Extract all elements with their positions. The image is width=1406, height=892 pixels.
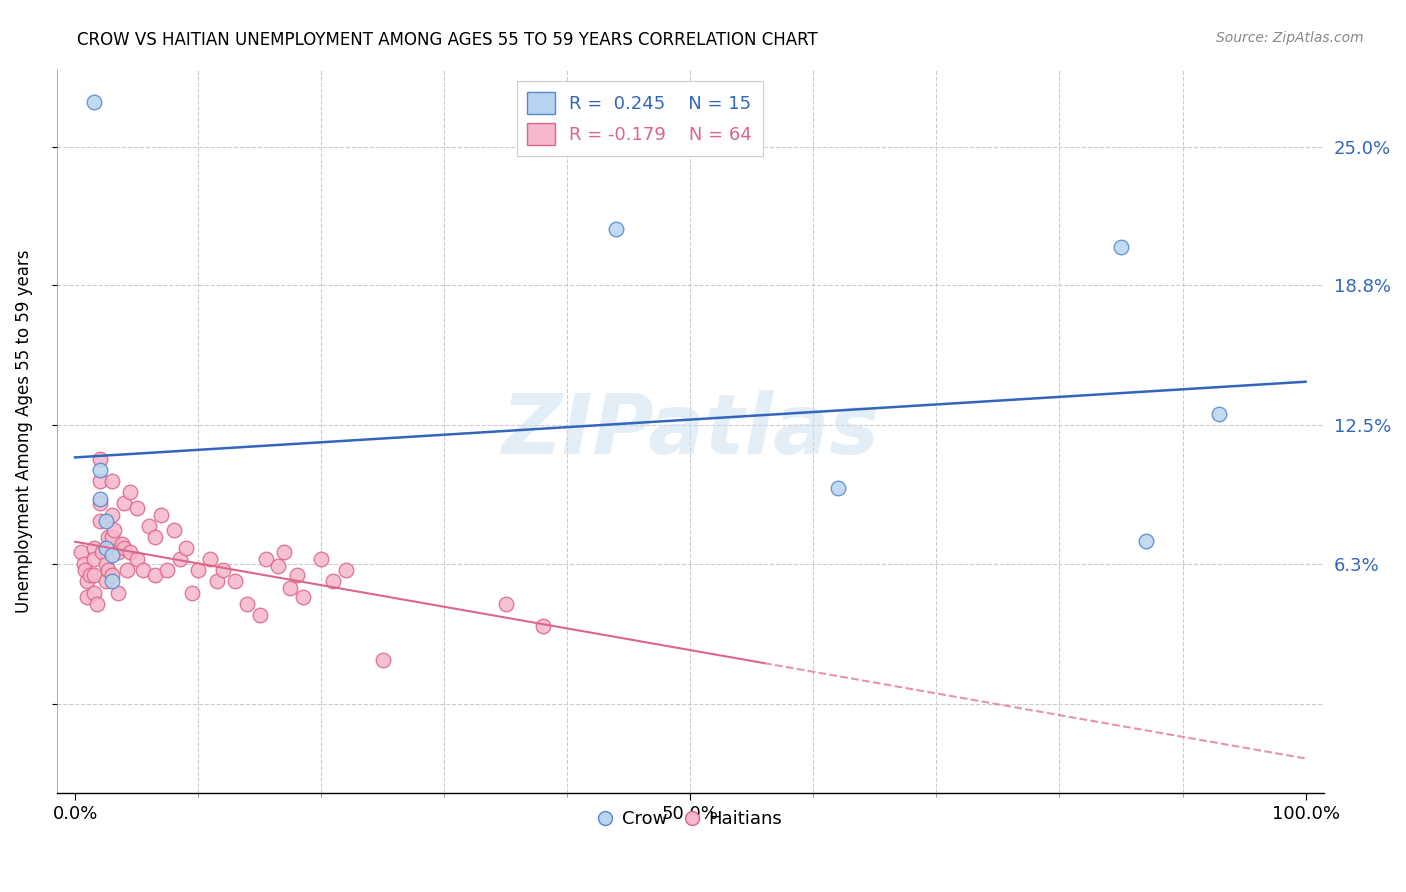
Point <box>94 557 117 571</box>
Point <box>280 581 302 595</box>
Point <box>285 567 308 582</box>
Point <box>267 558 290 573</box>
Point <box>187 563 209 577</box>
Point <box>86 597 108 611</box>
Y-axis label: Unemployment Among Ages 55 to 59 years: Unemployment Among Ages 55 to 59 years <box>15 249 32 613</box>
Point <box>83 567 105 582</box>
Point <box>150 508 173 522</box>
Point <box>101 574 124 589</box>
Point <box>103 523 125 537</box>
Point <box>97 563 120 577</box>
Point <box>249 607 271 622</box>
Point <box>309 552 332 566</box>
Point <box>94 541 117 555</box>
Point <box>89 451 111 466</box>
Point <box>73 557 96 571</box>
Point <box>89 496 111 510</box>
Point <box>89 474 111 488</box>
Point <box>335 563 357 577</box>
Point <box>254 552 277 566</box>
Point <box>495 597 517 611</box>
Point <box>83 552 105 566</box>
Point <box>111 536 134 550</box>
Point <box>97 530 120 544</box>
Point <box>73 563 96 577</box>
Point <box>107 585 129 599</box>
Point <box>89 491 111 506</box>
Point <box>371 652 394 666</box>
Point <box>115 563 138 577</box>
Point <box>827 481 849 495</box>
Point <box>1109 240 1132 254</box>
Point <box>211 563 233 577</box>
Text: ZIPatlas: ZIPatlas <box>502 391 879 472</box>
Point <box>107 545 129 559</box>
Point <box>322 574 344 589</box>
Point <box>83 541 105 555</box>
Point <box>181 585 204 599</box>
Point <box>101 508 124 522</box>
Point <box>132 563 155 577</box>
Point <box>91 545 114 559</box>
Point <box>1208 407 1230 421</box>
Text: CROW VS HAITIAN UNEMPLOYMENT AMONG AGES 55 TO 59 YEARS CORRELATION CHART: CROW VS HAITIAN UNEMPLOYMENT AMONG AGES … <box>77 31 818 49</box>
Point <box>224 574 246 589</box>
Point <box>531 619 554 633</box>
Point <box>169 552 191 566</box>
Point <box>94 514 117 528</box>
Point <box>76 590 98 604</box>
Point <box>79 567 101 582</box>
Point <box>112 541 135 555</box>
Point <box>70 545 93 559</box>
Point <box>143 530 166 544</box>
Point <box>94 574 117 589</box>
Point <box>101 474 124 488</box>
Point <box>291 590 314 604</box>
Point <box>76 574 98 589</box>
Point <box>89 514 111 528</box>
Point <box>138 518 160 533</box>
Point <box>101 530 124 544</box>
Point <box>120 545 142 559</box>
Point <box>174 541 197 555</box>
Point <box>156 563 179 577</box>
Point <box>143 567 166 582</box>
Point <box>162 523 184 537</box>
Point <box>120 485 142 500</box>
Point <box>125 552 148 566</box>
Point <box>101 567 124 582</box>
Point <box>83 95 105 109</box>
Point <box>200 552 222 566</box>
Point <box>112 496 135 510</box>
Point <box>273 545 295 559</box>
Point <box>1135 534 1157 549</box>
Point <box>605 222 627 236</box>
Point <box>125 500 148 515</box>
Point <box>236 597 259 611</box>
Point <box>205 574 228 589</box>
Point <box>89 463 111 477</box>
Text: Source: ZipAtlas.com: Source: ZipAtlas.com <box>1216 31 1364 45</box>
Point <box>101 548 124 562</box>
Point <box>83 585 105 599</box>
Legend: Crow, Haitians: Crow, Haitians <box>591 803 790 835</box>
